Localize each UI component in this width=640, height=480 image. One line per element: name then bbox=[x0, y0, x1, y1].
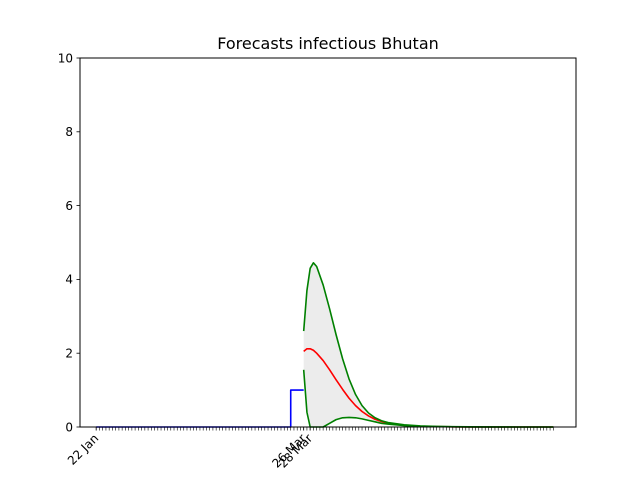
y-tick-label-10: 10 bbox=[58, 51, 73, 65]
y-tick-label-6: 6 bbox=[65, 199, 73, 213]
confidence-band-layer bbox=[303, 262, 554, 427]
y-tick-label-8: 8 bbox=[65, 125, 73, 139]
x-tick-label: 22 Jan bbox=[65, 431, 101, 467]
series-line-observed bbox=[96, 389, 304, 428]
confidence-band bbox=[303, 262, 554, 427]
y-tick-label-4: 4 bbox=[65, 273, 73, 287]
y-tick-label-2: 2 bbox=[65, 347, 73, 361]
chart-title: Forecasts infectious Bhutan bbox=[217, 34, 439, 53]
y-tick-label-0: 0 bbox=[65, 420, 73, 434]
plot-frame bbox=[79, 57, 577, 428]
